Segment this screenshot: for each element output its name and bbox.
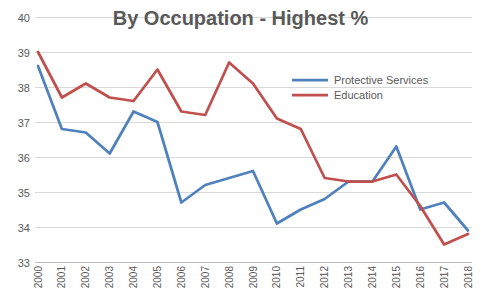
x-tick-label: 2002 bbox=[80, 266, 91, 288]
legend-swatch bbox=[292, 94, 328, 97]
x-tick-label: 2013 bbox=[343, 266, 354, 288]
title: By Occupation - Highest % bbox=[113, 7, 369, 29]
legend-label: Education bbox=[334, 89, 383, 101]
x-tick-label: 2003 bbox=[104, 266, 115, 288]
x-axis bbox=[35, 262, 472, 263]
series-line bbox=[38, 52, 468, 245]
grid-line bbox=[35, 227, 472, 228]
legend-label: Protective Services bbox=[334, 74, 429, 86]
x-tick-label: 2006 bbox=[176, 266, 187, 288]
x-tick-label: 2005 bbox=[152, 266, 163, 288]
grid-line bbox=[35, 192, 472, 193]
grid-line bbox=[35, 157, 472, 158]
y-tick-label: 33 bbox=[18, 257, 30, 269]
x-tick-label: 2012 bbox=[319, 266, 330, 288]
x-tick-label: 2015 bbox=[391, 266, 402, 288]
x-tick-label: 2018 bbox=[463, 266, 474, 288]
y-tick-label: 36 bbox=[18, 152, 30, 164]
x-tick-label: 2008 bbox=[224, 266, 235, 288]
y-tick-label: 38 bbox=[18, 82, 30, 94]
x-tick-label: 2007 bbox=[200, 266, 211, 288]
x-tick-label: 2004 bbox=[128, 266, 139, 288]
y-tick-label: 37 bbox=[18, 117, 30, 129]
y-tick-label: 40 bbox=[18, 12, 30, 24]
grid-line bbox=[35, 87, 472, 88]
x-tick-label: 2011 bbox=[295, 266, 306, 288]
x-tick-label: 2000 bbox=[33, 266, 44, 288]
y-tick-label: 35 bbox=[18, 187, 30, 199]
x-tick-label: 2016 bbox=[415, 266, 426, 288]
grid-line bbox=[35, 52, 472, 53]
x-tick-label: 2010 bbox=[271, 266, 282, 288]
x-tick-label: 2014 bbox=[367, 266, 378, 288]
grid-line bbox=[35, 122, 472, 123]
x-tick-label: 2009 bbox=[248, 266, 259, 288]
legend-swatch bbox=[292, 79, 328, 82]
x-tick-label: 2017 bbox=[439, 266, 450, 288]
grid-line bbox=[35, 262, 472, 263]
y-tick-label: 34 bbox=[18, 222, 30, 234]
y-tick-label: 39 bbox=[18, 47, 30, 59]
plot-area bbox=[38, 52, 468, 245]
chart: 33 34 35 36 37 38 39 40 2000 2001 2002 2003 2004 2005… bbox=[0, 0, 481, 288]
x-tick-label: 2001 bbox=[56, 266, 67, 288]
series-line bbox=[38, 66, 468, 231]
